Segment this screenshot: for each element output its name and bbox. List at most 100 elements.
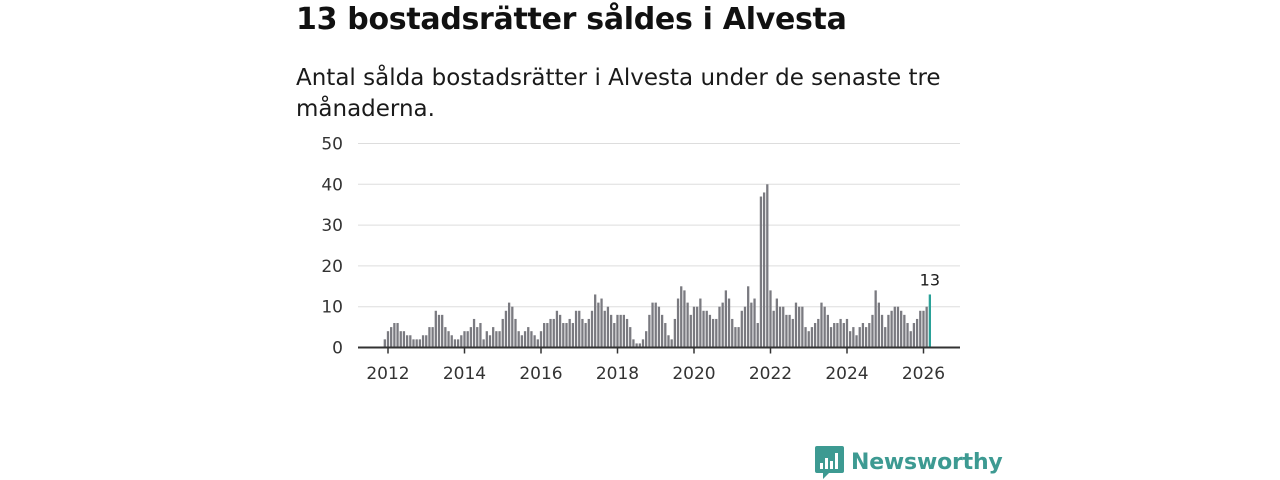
bar-42 — [517, 331, 520, 348]
bar-134 — [810, 327, 814, 348]
bar-74 — [619, 314, 622, 348]
bar-126 — [785, 314, 788, 348]
bar-152 — [868, 323, 871, 348]
bar-119 — [762, 192, 766, 348]
bar-123 — [775, 298, 778, 348]
bar-34 — [492, 327, 495, 348]
bar-97 — [692, 306, 696, 348]
bar-86 — [657, 306, 661, 348]
bar-2 — [390, 327, 393, 348]
bar-4 — [396, 323, 399, 348]
bar-17 — [437, 314, 441, 348]
bar-160 — [893, 306, 896, 348]
bar-19 — [444, 327, 447, 348]
bar-113 — [743, 306, 747, 348]
bar-37 — [501, 318, 504, 348]
bar-146 — [849, 331, 852, 348]
bar-12 — [421, 335, 425, 348]
bar-102 — [708, 314, 712, 348]
brand-name: Newsworthy — [851, 450, 1003, 475]
bar-129 — [794, 302, 798, 348]
bar-26 — [466, 331, 469, 348]
bar-133 — [807, 331, 810, 348]
bar-1 — [386, 331, 390, 348]
bar-122 — [772, 310, 775, 348]
bars — [383, 184, 931, 348]
bar-27 — [469, 327, 473, 348]
bar-44 — [523, 331, 527, 348]
bar-54 — [555, 310, 559, 348]
bar-29 — [476, 327, 479, 348]
bar-73 — [616, 314, 619, 348]
bar-88 — [664, 323, 667, 348]
bar-162 — [900, 310, 903, 348]
y-tick-label-40: 40 — [321, 175, 343, 195]
bar-128 — [791, 318, 794, 348]
bar-125 — [782, 306, 785, 348]
bar-51 — [546, 323, 549, 348]
gridlines — [358, 143, 960, 308]
x-tick-label-2012: 2012 — [366, 364, 409, 384]
bar-106 — [721, 302, 724, 348]
bar-91 — [673, 318, 677, 348]
bar-89 — [667, 335, 670, 348]
bar-124 — [778, 306, 782, 348]
bar-83 — [648, 314, 651, 348]
bar-153 — [871, 314, 874, 348]
bar-132 — [804, 327, 807, 348]
bar-100 — [702, 310, 705, 348]
bar-116 — [753, 298, 756, 348]
newsworthy-logo-icon — [815, 446, 844, 479]
bar-40 — [511, 306, 514, 348]
bar-77 — [629, 327, 632, 348]
bar-32 — [485, 331, 488, 348]
bar-82 — [645, 331, 648, 348]
bar-21 — [450, 335, 453, 348]
bar-67 — [597, 302, 600, 348]
bar-114 — [747, 286, 750, 348]
bar-145 — [845, 318, 849, 348]
bar-35 — [495, 331, 498, 348]
x-tick-label-2024: 2024 — [825, 364, 868, 384]
bar-39 — [507, 302, 511, 348]
bar-61 — [578, 310, 581, 348]
bar-78 — [632, 339, 635, 348]
x-tick-label-2020: 2020 — [672, 364, 715, 384]
bar-49 — [539, 331, 543, 348]
bar-28 — [472, 318, 476, 348]
bar-117 — [756, 323, 759, 348]
bar-120 — [766, 184, 769, 348]
bar-3 — [393, 323, 396, 348]
bar-103 — [711, 318, 715, 348]
bar-140 — [829, 327, 833, 348]
bar-60 — [574, 310, 578, 348]
bar-149 — [858, 327, 861, 348]
bar-52 — [549, 318, 552, 348]
bar-131 — [801, 306, 804, 348]
bar-22 — [453, 339, 457, 348]
bar-156 — [880, 314, 884, 348]
bar-43 — [520, 335, 524, 348]
y-tick-label-20: 20 — [321, 257, 343, 277]
bar-50 — [543, 323, 546, 348]
bar-65 — [590, 310, 594, 348]
bar-25 — [463, 331, 466, 348]
x-tick-label-2026: 2026 — [902, 364, 945, 384]
bar-151 — [864, 327, 868, 348]
y-tick-label-50: 50 — [321, 135, 343, 155]
bar-170 — [925, 306, 928, 348]
bar-95 — [686, 302, 689, 348]
x-tick-label-2018: 2018 — [596, 364, 639, 384]
bar-75 — [622, 314, 626, 348]
highlight-bar — [928, 294, 931, 348]
bar-101 — [705, 310, 708, 348]
bar-109 — [731, 318, 734, 348]
bar-138 — [823, 306, 826, 348]
bar-107 — [724, 290, 728, 348]
chart-title: 13 bostadsrätter såldes i Alvesta — [296, 2, 847, 37]
bar-63 — [584, 323, 587, 348]
bar-23 — [456, 339, 460, 348]
bar-72 — [613, 323, 616, 348]
bar-66 — [594, 294, 597, 348]
newsworthy-logo[interactable]: Newsworthy — [815, 446, 1003, 479]
